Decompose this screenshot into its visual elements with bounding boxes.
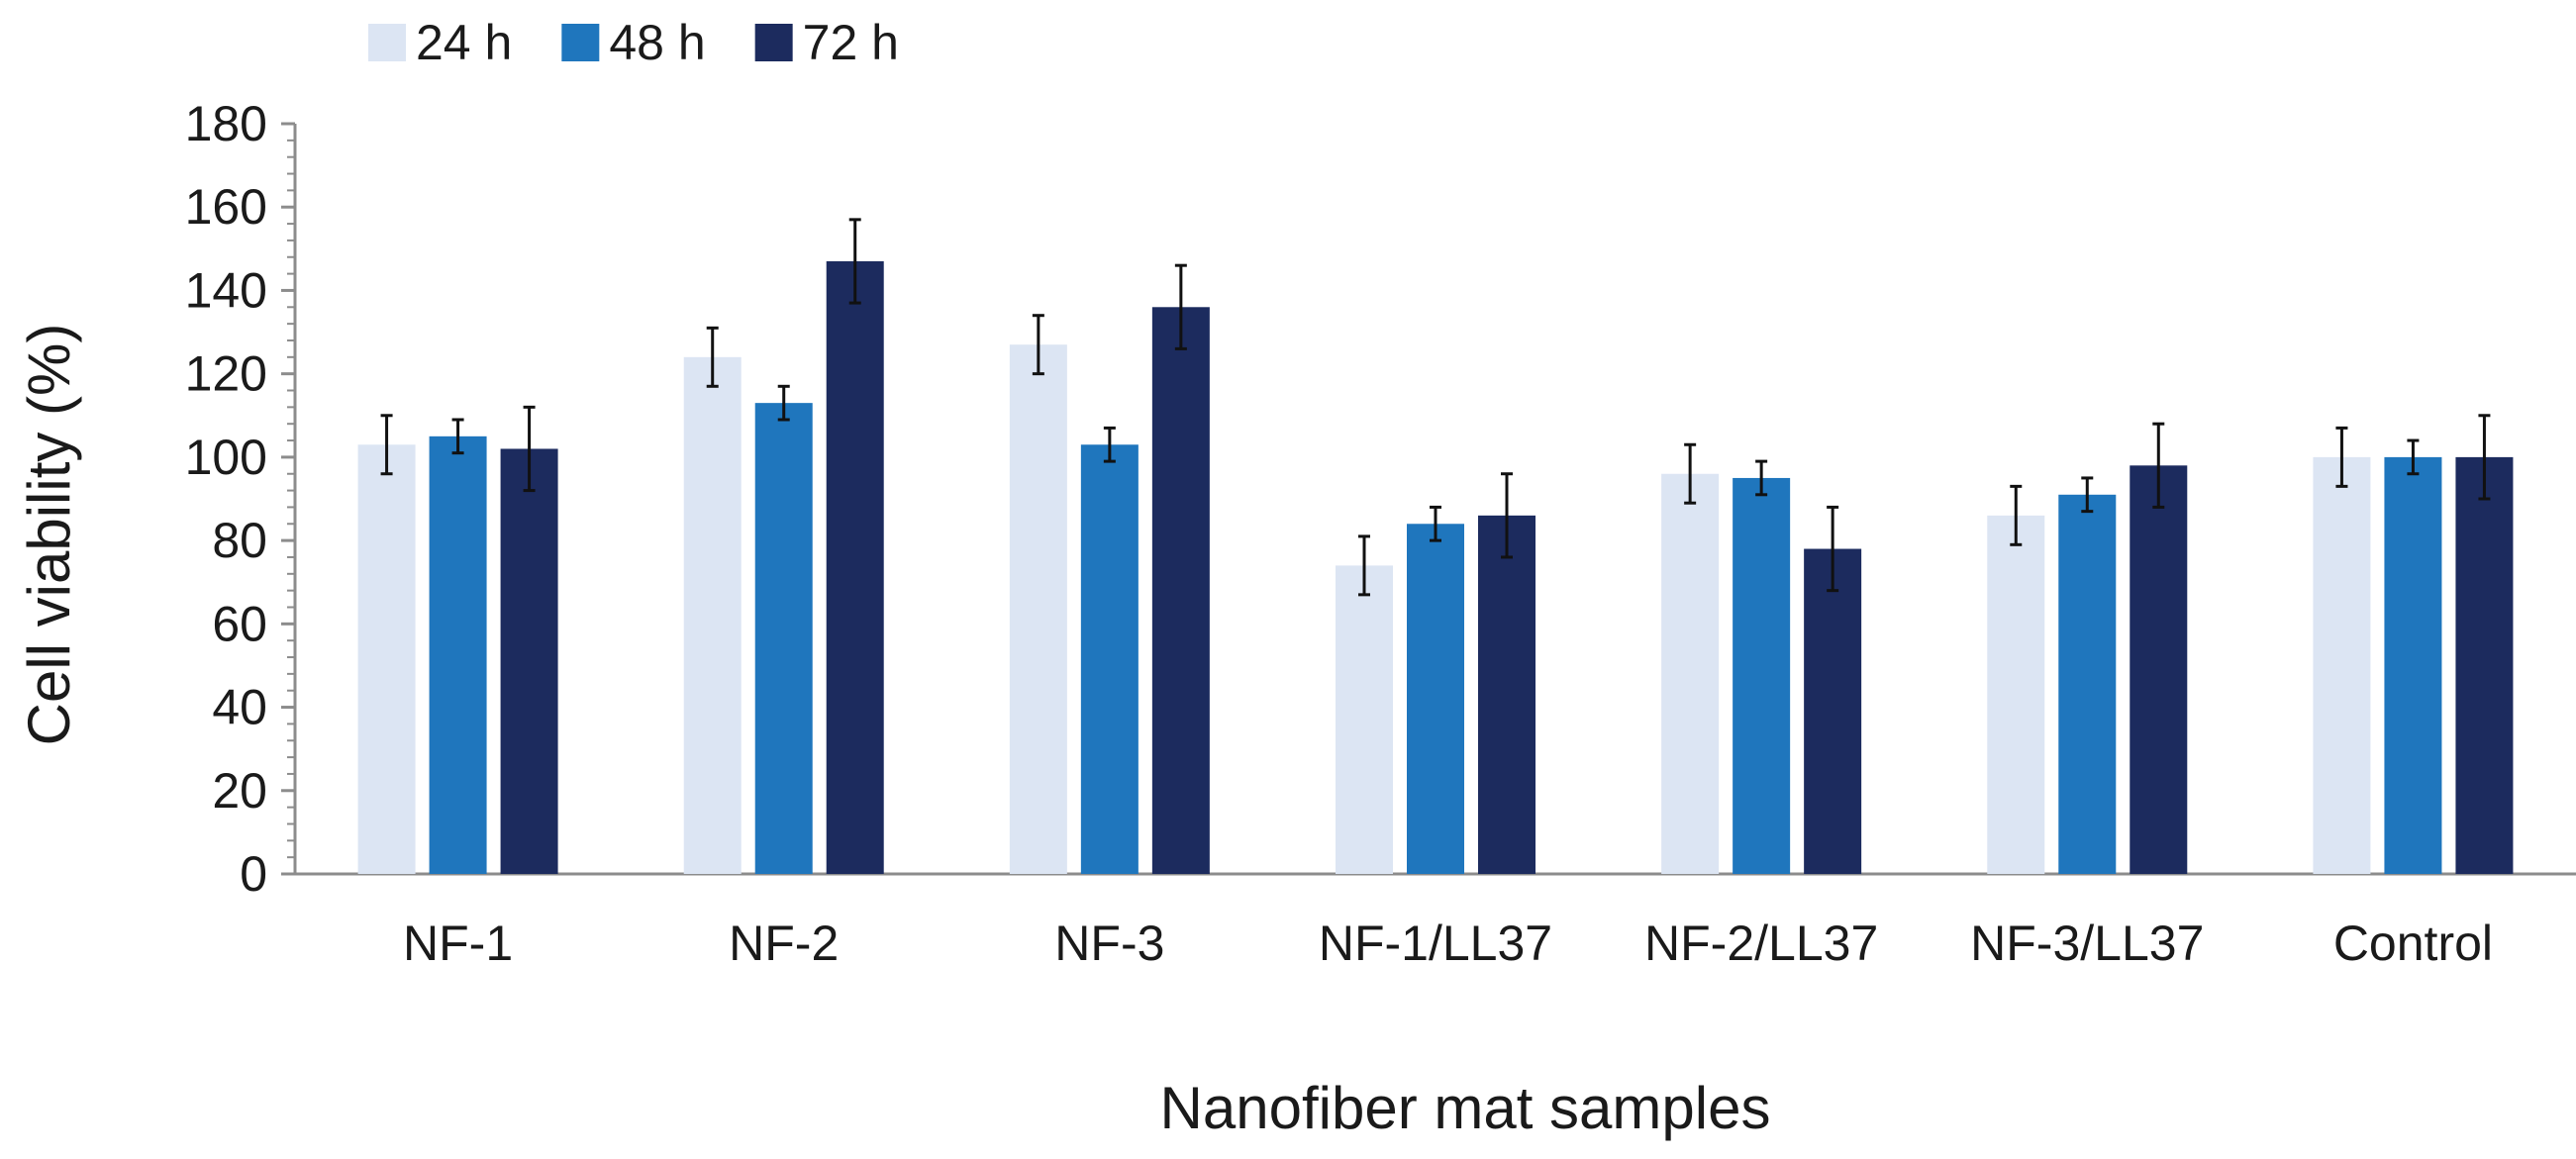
- x-axis-title: Nanofiber mat samples: [1160, 1075, 1771, 1141]
- legend: 24 h 48 h 72 h: [368, 15, 899, 70]
- y-tick-label: 60: [212, 596, 267, 651]
- bars: [357, 260, 2514, 874]
- y-tick-label: 0: [240, 846, 267, 902]
- bar: [2384, 456, 2442, 874]
- error-bars: [380, 218, 2491, 597]
- bar: [1804, 548, 1862, 874]
- bar: [2130, 465, 2188, 874]
- x-tick-label: NF-1: [403, 916, 513, 971]
- y-tick-label: 100: [185, 430, 267, 485]
- bar: [1009, 344, 1067, 874]
- bar: [2455, 456, 2514, 874]
- legend-label: 72 h: [803, 15, 899, 70]
- y-tick-label: 20: [212, 763, 267, 819]
- legend-label: 24 h: [416, 15, 512, 70]
- legend-swatch: [368, 24, 406, 61]
- bar: [2313, 456, 2371, 874]
- y-tick-label: 120: [185, 346, 267, 402]
- bar: [1151, 307, 1210, 874]
- legend-swatch: [561, 24, 600, 61]
- y-tick-label: 40: [212, 680, 267, 735]
- bar: [1080, 444, 1139, 874]
- x-tick-label: Control: [2333, 916, 2493, 971]
- bar: [1733, 477, 1791, 874]
- x-tick-label: NF-2: [729, 916, 839, 971]
- x-tick-label: NF-2/LL37: [1644, 916, 1878, 971]
- y-tick-label: 80: [212, 513, 267, 568]
- x-axis: NF-1 NF-2 NF-3 NF-1/LL37 NF-2/LL37 NF-3/LL37 C…: [295, 872, 2576, 971]
- bar: [683, 356, 742, 874]
- bar: [826, 260, 884, 874]
- x-tick-label: NF-3/LL37: [1970, 916, 2204, 971]
- bar: [2058, 494, 2117, 874]
- legend-label: 48 h: [609, 15, 705, 70]
- bar: [1987, 515, 2045, 874]
- y-tick-label: 140: [185, 262, 267, 318]
- bar: [500, 448, 558, 874]
- bar: [1661, 473, 1720, 874]
- x-tick-label: NF-3: [1054, 916, 1164, 971]
- bar: [1478, 515, 1536, 874]
- y-tick-label: 160: [185, 179, 267, 235]
- legend-swatch: [754, 24, 793, 61]
- bar: [357, 444, 416, 874]
- bar: [1407, 524, 1464, 874]
- bar: [1336, 565, 1393, 874]
- y-axis-title: Cell viability (%): [16, 324, 82, 746]
- x-tick-label: NF-1/LL37: [1319, 916, 1552, 971]
- bar: [754, 403, 813, 874]
- bar: [429, 435, 487, 874]
- y-tick-label: 180: [185, 96, 267, 151]
- y-axis: 0 20 40 60 80 100 120 140 160 180: [185, 96, 297, 902]
